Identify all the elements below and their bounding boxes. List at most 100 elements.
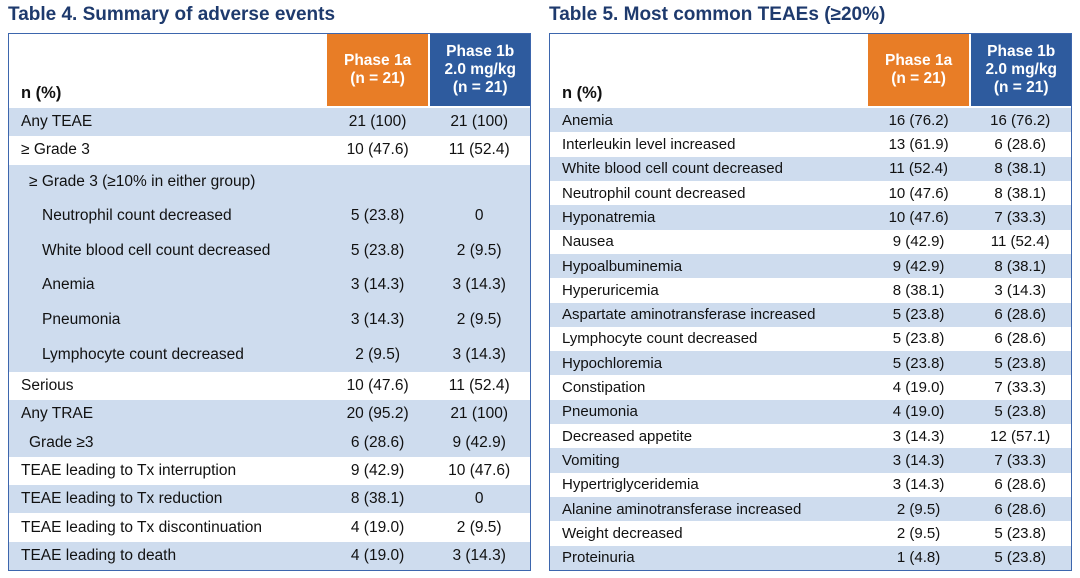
table-row: Pneumonia 3 (14.3) 2 (9.5) bbox=[9, 302, 530, 338]
phase1b-value: 2 (9.5) bbox=[456, 518, 502, 536]
table4-n-pct-column-header: n (%) bbox=[9, 34, 327, 106]
phase1a-value: 10 (47.6) bbox=[888, 208, 949, 226]
phase1b-value: 7 (33.3) bbox=[994, 379, 1047, 397]
table-row: Anemia 16 (76.2) 16 (76.2) bbox=[550, 108, 1071, 133]
row-label: TEAE leading to death bbox=[21, 546, 177, 564]
phase1b-value: 11 (52.4) bbox=[990, 233, 1050, 251]
table5-body: Anemia 16 (76.2) 16 (76.2) Interleukin leve… bbox=[550, 108, 1071, 570]
row-label: Interleukin level increased bbox=[562, 135, 736, 153]
phase1b-value: 6 (28.6) bbox=[994, 476, 1047, 494]
phase1a-value: 5 (23.8) bbox=[892, 306, 945, 324]
table-row: Hypertriglyceridemia 3 (14.3) 6 (28.6) bbox=[550, 472, 1071, 497]
phase1b-value: 6 (28.6) bbox=[994, 306, 1047, 324]
table-row: Nausea 9 (42.9) 11 (52.4) bbox=[550, 229, 1071, 254]
phase1b-value: 0 bbox=[474, 490, 484, 508]
table-row: Weight decreased 2 (9.5) 5 (23.8) bbox=[550, 521, 1071, 546]
table-row: Serious 10 (47.6) 11 (52.4) bbox=[9, 371, 530, 401]
row-label: Anemia bbox=[42, 276, 95, 294]
row-label: ≥ Grade 3 (≥10% in either group) bbox=[29, 172, 256, 190]
row-label: Weight decreased bbox=[562, 524, 683, 542]
row-label: Vomiting bbox=[562, 452, 620, 470]
phase1b-value: 5 (23.8) bbox=[994, 524, 1047, 542]
phase1b-value: 11 (52.4) bbox=[448, 141, 510, 159]
phase1b-value: 0 bbox=[474, 207, 484, 225]
phase1b-value: 3 (14.3) bbox=[452, 546, 506, 564]
phase1b-value: 6 (28.6) bbox=[994, 330, 1047, 348]
phase1a-value: 9 (42.9) bbox=[350, 461, 405, 479]
phase1a-value: 10 (47.6) bbox=[346, 141, 409, 159]
phase1b-value: 5 (23.8) bbox=[994, 403, 1047, 421]
table-row: Decreased appetite 3 (14.3) 12 (57.1) bbox=[550, 424, 1071, 449]
table4-header-row: n (%) Phase 1a (n = 21) Phase 1b 2.0 mg/kg… bbox=[9, 34, 530, 108]
phase1b-value: 8 (38.1) bbox=[994, 257, 1047, 275]
phase1b-value: 8 (38.1) bbox=[994, 160, 1047, 178]
phase1a-value: 4 (19.0) bbox=[892, 379, 945, 397]
table-row: Anemia 3 (14.3) 3 (14.3) bbox=[9, 268, 530, 303]
phase1a-value: 2 (9.5) bbox=[896, 524, 941, 542]
row-label: Neutrophil count decreased bbox=[562, 184, 746, 202]
phase1b-value: 5 (23.8) bbox=[994, 354, 1047, 372]
phase1a-value: 3 (14.3) bbox=[350, 276, 405, 294]
table-row: TEAE leading to Tx reduction 8 (38.1) 0 bbox=[9, 485, 530, 514]
phase1b-value: 5 (23.8) bbox=[994, 549, 1047, 567]
row-label: Aspartate aminotransferase increased bbox=[562, 306, 816, 324]
table-row: ≥ Grade 3 (≥10% in either group) bbox=[9, 164, 530, 200]
phase1a-value: 3 (14.3) bbox=[350, 311, 405, 329]
row-label: Any TEAE bbox=[21, 113, 93, 131]
row-label: TEAE leading to Tx interruption bbox=[21, 461, 237, 479]
table-row: Neutrophil count decreased 5 (23.8) 0 bbox=[9, 199, 530, 234]
row-label: TEAE leading to Tx discontinuation bbox=[21, 518, 262, 536]
table-row: Alanine aminotransferase increased 2 (9.5… bbox=[550, 497, 1071, 522]
phase1b-value: 7 (33.3) bbox=[994, 452, 1047, 470]
phase1a-value: 1 (4.8) bbox=[896, 549, 941, 567]
row-label: Hypoalbuminemia bbox=[562, 257, 683, 275]
table-row: ≥ Grade 3 10 (47.6) 11 (52.4) bbox=[9, 136, 530, 165]
row-label: Nausea bbox=[562, 233, 614, 251]
row-label: Serious bbox=[21, 376, 74, 394]
phase1b-value: 21 (100) bbox=[450, 405, 509, 423]
row-label: Hyperuricemia bbox=[562, 281, 659, 299]
row-label: ≥ Grade 3 bbox=[21, 141, 90, 159]
table-row: White blood cell count decreased 5 (23.8)… bbox=[9, 233, 530, 269]
phase1a-value: 9 (42.9) bbox=[892, 233, 945, 251]
phase1b-value: 6 (28.6) bbox=[994, 500, 1047, 518]
table5-phase1a-column-header: Phase 1a (n = 21) bbox=[867, 34, 970, 106]
table4-title: Table 4. Summary of adverse events bbox=[8, 4, 336, 25]
table-row: Grade ≥3 6 (28.6) 9 (42.9) bbox=[9, 428, 530, 457]
table4-phase1a-column-header: Phase 1a (n = 21) bbox=[326, 34, 429, 106]
table-row: Aspartate aminotransferase increased 5 (2… bbox=[550, 302, 1071, 327]
most-common-teaes-table: n (%) Phase 1a (n = 21) Phase 1b 2.0 mg/kg… bbox=[549, 33, 1072, 571]
phase1a-value: 2 (9.5) bbox=[355, 345, 400, 363]
table-row: Proteinuria 1 (4.8) 5 (23.8) bbox=[550, 545, 1071, 570]
phase1a-value: 6 (28.6) bbox=[350, 433, 405, 451]
phase1a-value: 20 (95.2) bbox=[346, 405, 409, 423]
row-label: Proteinuria bbox=[562, 549, 635, 567]
table-row: Any TEAE 21 (100) 21 (100) bbox=[9, 108, 530, 137]
phase1a-value: 8 (38.1) bbox=[892, 281, 945, 299]
table-row: Lymphocyte count decreased 5 (23.8) 6 (28.… bbox=[550, 326, 1071, 352]
row-label: Constipation bbox=[562, 379, 646, 397]
row-label: Hyponatremia bbox=[562, 208, 656, 226]
phase1a-value: 9 (42.9) bbox=[892, 257, 945, 275]
phase1a-value: 16 (76.2) bbox=[888, 111, 949, 129]
table5-title: Table 5. Most common TEAEs (≥20%) bbox=[549, 4, 886, 25]
row-label: Pneumonia bbox=[562, 403, 638, 421]
phase1a-value: 8 (38.1) bbox=[350, 490, 405, 508]
row-label: Hypertriglyceridemia bbox=[562, 476, 699, 494]
phase1b-value: 3 (14.3) bbox=[452, 276, 506, 294]
phase1a-value: 5 (23.8) bbox=[350, 207, 405, 225]
row-label: Hypochloremia bbox=[562, 354, 663, 372]
table4-phase1b-column-header: Phase 1b 2.0 mg/kg (n = 21) bbox=[428, 34, 530, 106]
phase1b-value: 3 (14.3) bbox=[452, 345, 506, 363]
row-label: Pneumonia bbox=[42, 311, 121, 329]
phase1a-value: 4 (19.0) bbox=[350, 518, 405, 536]
phase1b-value: 8 (38.1) bbox=[994, 184, 1047, 202]
table5-n-pct-column-header: n (%) bbox=[550, 34, 868, 106]
table-row: Interleukin level increased 13 (61.9) 6 (2… bbox=[550, 132, 1071, 157]
adverse-events-summary-panel: Table 4. Summary of adverse events n (%)… bbox=[8, 4, 531, 571]
phase1b-value: 9 (42.9) bbox=[452, 433, 506, 451]
row-label: TEAE leading to Tx reduction bbox=[21, 490, 223, 508]
phase1a-value: 5 (23.8) bbox=[350, 241, 405, 259]
row-label: Neutrophil count decreased bbox=[42, 207, 232, 225]
row-label: Grade ≥3 bbox=[29, 433, 94, 451]
